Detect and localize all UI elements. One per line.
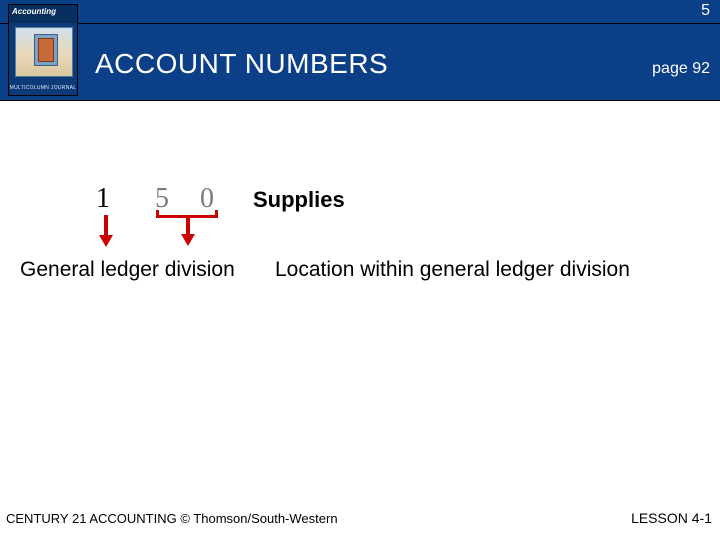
slide: 5 ACCOUNT NUMBERS page 92 Accounting MUL… xyxy=(0,0,720,540)
arrow-right-icon xyxy=(178,218,198,250)
label-general-ledger-division: General ledger division xyxy=(20,258,235,282)
top-bar: 5 xyxy=(0,0,720,24)
account-name: Supplies xyxy=(253,187,345,213)
slide-number: 5 xyxy=(701,2,710,20)
book-brand: Accounting xyxy=(12,7,56,16)
label-location-within-division: Location within general ledger division xyxy=(275,258,630,282)
book-subtitle: MULTICOLUMN JOURNAL xyxy=(9,85,77,91)
footer-lesson: LESSON 4-1 xyxy=(631,510,712,526)
digit-1: 1 xyxy=(96,183,110,215)
page-title: ACCOUNT NUMBERS xyxy=(95,48,388,80)
book-cover: Accounting MULTICOLUMN JOURNAL xyxy=(8,4,78,96)
footer-copyright: CENTURY 21 ACCOUNTING © Thomson/South-We… xyxy=(6,511,338,526)
book-photo xyxy=(15,27,73,77)
account-number-diagram: 1 5 0 Supplies General ledger division L… xyxy=(0,160,720,310)
digit-0: 0 xyxy=(200,183,214,215)
footer: CENTURY 21 ACCOUNTING © Thomson/South-We… xyxy=(0,504,720,526)
header-band: ACCOUNT NUMBERS page 92 xyxy=(0,24,720,101)
arrow-left-icon xyxy=(96,215,116,249)
page-reference: page 92 xyxy=(652,60,710,78)
